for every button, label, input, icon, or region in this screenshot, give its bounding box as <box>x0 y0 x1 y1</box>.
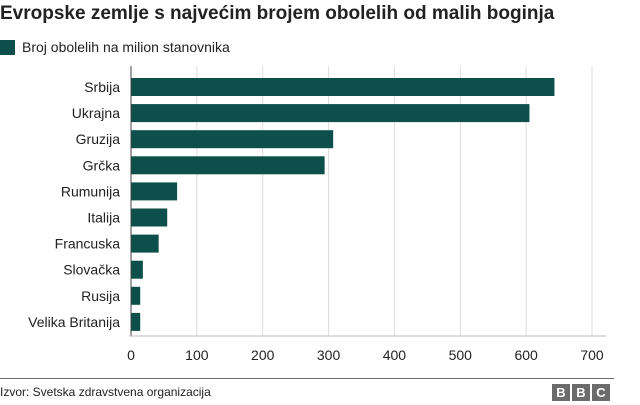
bar <box>131 260 143 279</box>
x-tick-label: 300 <box>317 347 341 363</box>
bar <box>131 104 530 123</box>
bbc-logo-letter: B <box>572 384 590 401</box>
category-label: Gruzija <box>76 131 121 147</box>
bar <box>131 286 141 305</box>
chart-title: Evropske zemlje s najvećim brojem obolel… <box>0 3 555 24</box>
bbc-logo-letter: B <box>552 384 570 401</box>
category-label: Rumunija <box>61 183 120 199</box>
category-label: Italija <box>87 210 120 226</box>
x-tick-label: 100 <box>185 347 209 363</box>
bar <box>131 182 178 201</box>
x-tick-label: 400 <box>383 347 407 363</box>
category-label: Velika Britanija <box>28 314 120 330</box>
bar <box>131 156 325 175</box>
category-label: Rusija <box>81 288 120 304</box>
bbc-logo-letter: C <box>592 384 610 401</box>
legend-swatch <box>0 39 15 55</box>
bar <box>131 130 334 149</box>
category-label: Slovačka <box>63 262 120 278</box>
bar <box>131 78 555 96</box>
category-label: Grčka <box>83 157 121 173</box>
footer-divider <box>0 378 614 379</box>
bar <box>131 234 159 253</box>
source-note: Izvor: Svetska zdravstvena organizacija <box>0 385 211 399</box>
bar-chart: Srbija Ukrajna Gruzija Grčka Rumunija Italija… <box>28 66 606 363</box>
category-label: Ukrajna <box>72 105 120 121</box>
category-label: Francuska <box>55 236 121 252</box>
x-tick-label: 500 <box>449 347 473 363</box>
x-tick-label: 600 <box>514 347 538 363</box>
category-label: Srbija <box>84 79 120 95</box>
legend: Broj obolelih na milion stanovnika <box>0 38 230 56</box>
bar <box>131 312 141 331</box>
bar <box>131 208 168 227</box>
x-tick-label: 0 <box>127 347 135 363</box>
bbc-logo: B B C <box>552 384 610 401</box>
x-tick-label: 200 <box>251 347 275 363</box>
legend-label: Broj obolelih na milion stanovnika <box>22 39 230 55</box>
x-tick-label: 700 <box>580 347 604 363</box>
